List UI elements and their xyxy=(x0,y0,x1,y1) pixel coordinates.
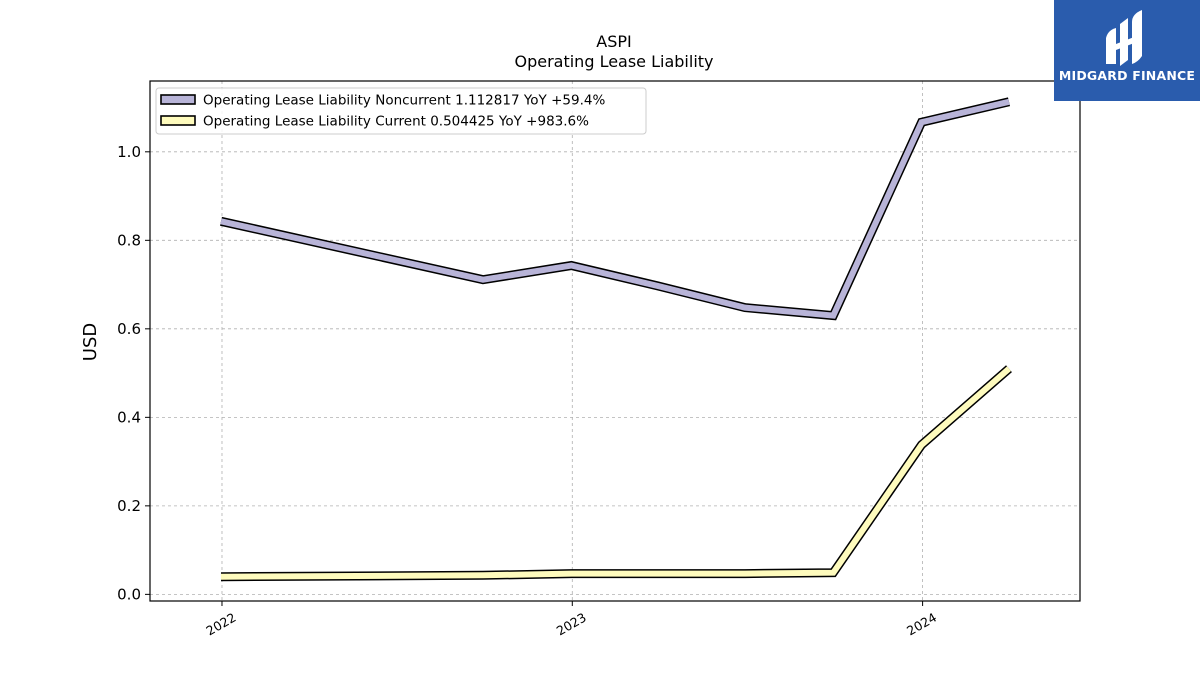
x-tick-label: 2023 xyxy=(554,610,589,639)
series-line-current xyxy=(220,366,1011,580)
x-axis: 2022 2023 2024 xyxy=(203,601,939,639)
y-tick-label: 0.2 xyxy=(117,497,141,515)
legend-box xyxy=(155,87,647,135)
legend: Operating Lease Liability Noncurrent 1.1… xyxy=(155,87,647,135)
x-tick-label: 2024 xyxy=(904,610,939,639)
y-tick-label: 0.0 xyxy=(117,585,141,603)
series-line-noncurrent xyxy=(220,98,1010,319)
y-tick-label: 0.8 xyxy=(117,231,141,249)
chart-title: ASPI xyxy=(596,32,631,51)
series-line-outline-current xyxy=(220,365,1012,582)
y-axis: 0.0 0.2 0.4 0.6 0.8 1.0 xyxy=(117,143,150,603)
logo-text: MIDGARD FINANCE xyxy=(1058,68,1196,83)
legend-label-noncurrent: Operating Lease Liability Noncurrent 1.1… xyxy=(203,93,605,109)
legend-swatch-noncurrent xyxy=(160,94,196,105)
legend-label-current: Operating Lease Liability Current 0.5044… xyxy=(203,114,589,130)
y-tick-label: 0.4 xyxy=(117,408,141,426)
y-tick-label: 0.6 xyxy=(117,320,141,338)
midgard-logo-icon xyxy=(1106,10,1142,66)
grid xyxy=(150,81,1080,601)
y-tick-label: 1.0 xyxy=(117,143,141,161)
brand-logo: MIDGARD FINANCE xyxy=(1054,0,1200,101)
x-tick-label: 2022 xyxy=(203,610,238,639)
plot-frame xyxy=(149,80,1081,602)
chart-subtitle: Operating Lease Liability xyxy=(514,52,713,71)
series-layer xyxy=(220,97,1012,582)
y-axis-label: USD xyxy=(80,323,101,361)
legend-swatch-current xyxy=(160,115,196,126)
